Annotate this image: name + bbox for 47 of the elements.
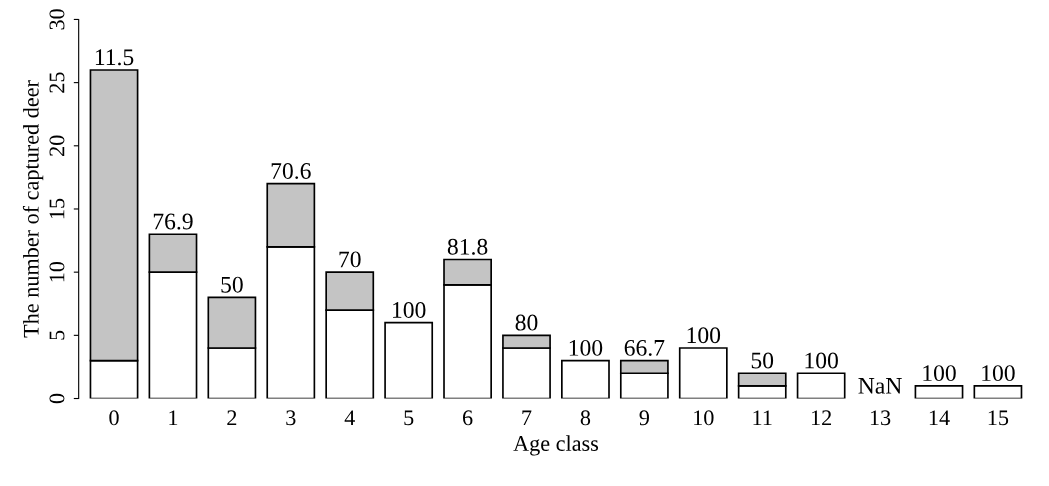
x-tick-label: 11 xyxy=(753,410,772,426)
bar xyxy=(973,385,1023,399)
annotation: 100 xyxy=(982,365,1015,382)
x-tick-label: 4 xyxy=(344,410,355,426)
y-tick-label: 5 xyxy=(49,330,65,340)
x-tick-label: 13 xyxy=(870,410,891,426)
y-tick-label: 20 xyxy=(49,135,65,156)
annotation: 100 xyxy=(687,327,721,344)
x-tick-label: 0 xyxy=(109,410,119,426)
y-tick-label: 10 xyxy=(49,261,65,282)
x-tick-label: 12 xyxy=(811,410,832,426)
x-tick-label: 14 xyxy=(929,410,950,426)
x-tick-label: 5 xyxy=(404,410,414,426)
annotation: 70.6 xyxy=(271,162,311,180)
y-tick-label: 25 xyxy=(49,72,65,93)
annotation: 80 xyxy=(515,314,538,331)
x-tick-label: 9 xyxy=(639,410,649,426)
bar xyxy=(796,372,846,399)
y-tick-label: 0 xyxy=(49,393,65,404)
x-tick-label: 6 xyxy=(462,410,473,426)
bar xyxy=(384,321,434,399)
y-axis-title: The number of captured deer xyxy=(22,80,44,338)
annotation: 66.7 xyxy=(624,339,665,356)
annotation: 11.5 xyxy=(95,49,134,66)
annotation: 100 xyxy=(923,365,956,382)
annotation: 70 xyxy=(339,251,361,268)
x-tick-label: 15 xyxy=(988,410,1009,426)
annotation: NaN xyxy=(858,378,902,394)
y-tick-label: 15 xyxy=(49,198,65,219)
bar xyxy=(678,347,728,399)
annotation: 50 xyxy=(751,352,774,369)
x-tick-label: 3 xyxy=(286,410,296,426)
bar xyxy=(561,359,610,399)
y-tick-label: 30 xyxy=(49,9,65,30)
x-tick-label: 8 xyxy=(580,410,591,426)
annotation: 76.9 xyxy=(153,213,193,230)
x-tick-label: 7 xyxy=(522,410,532,426)
bar xyxy=(914,385,964,399)
annotation: 100 xyxy=(569,339,603,356)
annotation: 50 xyxy=(221,276,243,293)
x-tick-label: 2 xyxy=(227,410,237,426)
x-tick-label: 10 xyxy=(694,410,714,426)
x-tick-label: 1 xyxy=(169,410,178,426)
x-axis-title: Age class xyxy=(513,435,599,456)
annotation: 100 xyxy=(805,352,838,369)
annotation: 81.8 xyxy=(447,238,488,255)
annotation: 100 xyxy=(393,301,426,318)
